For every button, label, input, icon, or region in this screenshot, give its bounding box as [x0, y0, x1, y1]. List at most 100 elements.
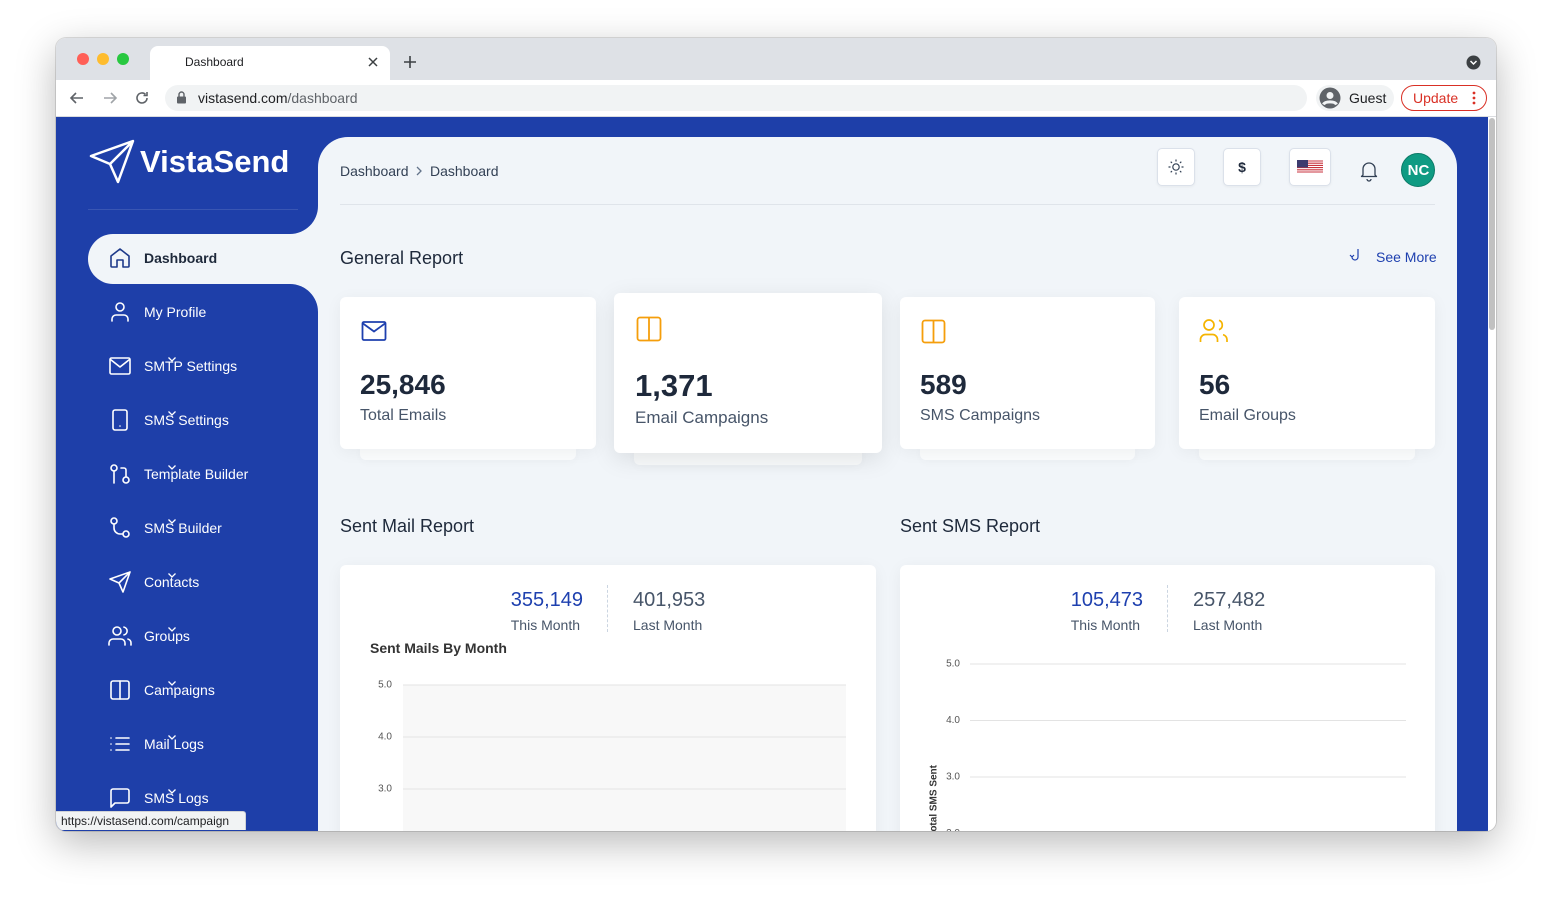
- menu-icon: [109, 571, 131, 593]
- menu-item[interactable]: SMS Logs: [88, 773, 318, 823]
- theme-toggle[interactable]: [1157, 148, 1195, 186]
- icon-part: [110, 788, 130, 808]
- section-title: Sent SMS Report: [900, 516, 1041, 536]
- columns-icon: [921, 319, 946, 344]
- menu-item[interactable]: Template Builder: [88, 449, 318, 499]
- omnibox[interactable]: [165, 85, 1307, 111]
- tab-search[interactable]: [1466, 55, 1481, 70]
- menu-label: SMS Settings: [144, 395, 229, 445]
- icon-stroke: [89, 139, 135, 184]
- see-more-link[interactable]: See More: [1376, 249, 1437, 265]
- close-dot[interactable]: [77, 53, 89, 65]
- url-host: vistasend.com: [198, 90, 288, 106]
- columns-icon: [636, 316, 662, 342]
- reload-button[interactable]: [134, 90, 150, 106]
- sidebar-top: [56, 117, 318, 234]
- y-axis-label: Total SMS Sent: [929, 764, 940, 831]
- icon-fill: [1472, 91, 1476, 95]
- menu-item[interactable]: My Profile: [88, 287, 318, 337]
- status-url: https://vistasend.com/campaign: [56, 811, 246, 830]
- this-month-label: This Month: [1070, 617, 1140, 633]
- stat-card: [900, 297, 1155, 449]
- icon-part: [168, 789, 176, 794]
- menu-label-text: SMS Logs: [144, 790, 209, 806]
- stat-label: Email Campaigns: [635, 408, 769, 427]
- stat-card: [614, 293, 882, 453]
- menu-item[interactable]: SMS Builder: [88, 503, 318, 553]
- icon-part: [110, 737, 130, 751]
- icon-stroke: [178, 91, 185, 97]
- menu-label-text: Template Builder: [144, 466, 249, 482]
- scrollbar-thumb[interactable]: [1489, 118, 1495, 330]
- icon-stroke: [69, 92, 83, 104]
- icon-part: [110, 464, 118, 472]
- menu-label-text: Dashboard: [144, 250, 218, 266]
- breadcrumb-chevron: [416, 166, 422, 176]
- brand-name: VistaSend: [140, 144, 290, 179]
- dropdown-chevron: [168, 465, 176, 470]
- notification-bell[interactable]: [1359, 160, 1379, 182]
- currency-symbol: $: [1238, 159, 1246, 175]
- active-menu-bg: [88, 234, 328, 284]
- this-month-label: This Month: [510, 617, 580, 633]
- menu-label: SMS Builder: [144, 503, 222, 553]
- menu-item[interactable]: Dashboard: [88, 233, 318, 283]
- icon-part: [112, 626, 122, 636]
- icon-part: [168, 627, 176, 632]
- back-button[interactable]: [69, 90, 85, 106]
- menu-icon: [110, 248, 130, 268]
- icon-stroke: [404, 56, 416, 68]
- tab[interactable]: [150, 46, 390, 80]
- menu-item[interactable]: Groups: [88, 611, 318, 661]
- menu-label: SMTP Settings: [144, 341, 237, 391]
- menu-item[interactable]: Mail Logs: [88, 719, 318, 769]
- mail-icon: [361, 321, 387, 341]
- update-menu[interactable]: [1471, 91, 1477, 105]
- menu-label: Dashboard: [144, 233, 217, 283]
- avatar-initials: NC: [1407, 162, 1430, 179]
- topbar-divider: [340, 204, 1435, 205]
- avatar[interactable]: [1401, 153, 1435, 187]
- menu-icon: [108, 626, 132, 646]
- minimize-dot[interactable]: [97, 53, 109, 65]
- brand-logo: [89, 139, 135, 184]
- stat-value: 589: [920, 369, 967, 400]
- url: vistasend.com/dashboard: [198, 88, 358, 108]
- scrollbar-track: [1488, 117, 1496, 831]
- icon-fill: [1466, 55, 1481, 70]
- window-content: Dashboard vistasend.com/dashboard Guest …: [56, 38, 1496, 831]
- icon-part: [108, 626, 132, 646]
- report-separator: [1167, 585, 1168, 632]
- plot-area: [403, 685, 846, 831]
- menu-label-text: My Profile: [144, 304, 207, 320]
- icon-stroke: [362, 322, 386, 333]
- menu-label: Mail Logs: [144, 719, 204, 769]
- menu-item[interactable]: SMTP Settings: [88, 341, 318, 391]
- menu-item[interactable]: Contacts: [88, 557, 318, 607]
- refresh-icon: [1349, 249, 1359, 261]
- breadcrumb-item[interactable]: Dashboard: [340, 163, 409, 179]
- stat-value: 1,371: [635, 368, 713, 403]
- dropdown-chevron: [168, 357, 176, 362]
- menu-label: Groups: [144, 611, 190, 661]
- tab-close[interactable]: [367, 56, 379, 68]
- icon-stroke: [1168, 159, 1184, 175]
- icon-part: [110, 248, 130, 268]
- menu-item[interactable]: SMS Settings: [88, 395, 318, 445]
- icon-part: [112, 409, 128, 431]
- icon-part: [111, 314, 129, 322]
- menu-item[interactable]: Campaigns: [88, 665, 318, 715]
- icon-stroke: [416, 166, 422, 176]
- dropdown-chevron: [168, 681, 176, 686]
- zoom-dot[interactable]: [117, 53, 129, 65]
- new-tab[interactable]: [403, 55, 417, 69]
- menu-label: Template Builder: [144, 449, 248, 499]
- currency-button[interactable]: [1223, 148, 1261, 186]
- last-month-value: 401,953: [633, 589, 706, 611]
- this-month-value: 105,473: [1070, 589, 1143, 611]
- y-tick-label: 3.0: [946, 772, 960, 783]
- stat-value: 56: [1199, 369, 1231, 400]
- last-month-label: Last Month: [633, 617, 703, 633]
- dropdown-chevron: [168, 519, 176, 524]
- forward-button[interactable]: [102, 90, 118, 106]
